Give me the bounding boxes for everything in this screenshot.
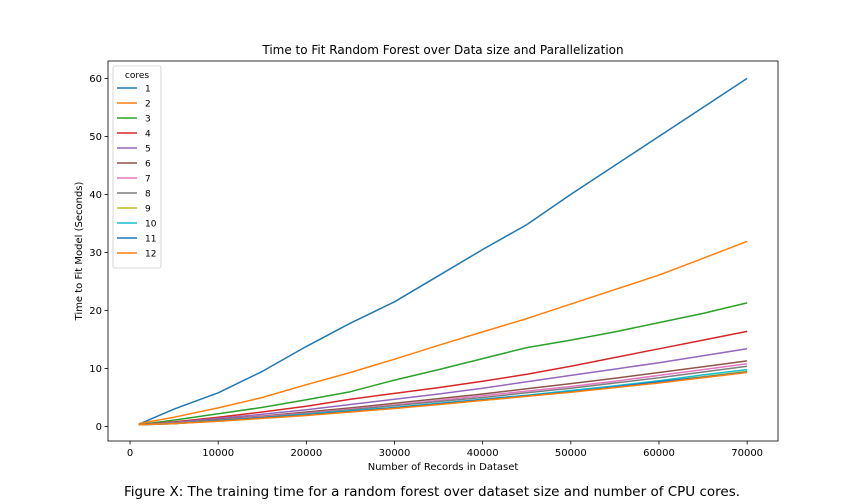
- x-tick-label: 30000: [379, 448, 411, 459]
- x-tick-label: 10000: [202, 448, 234, 459]
- series-layer: [138, 77, 748, 426]
- x-tick-label: 20000: [290, 448, 322, 459]
- y-tick-label: 50: [89, 132, 102, 143]
- x-tick-label: 50000: [555, 448, 587, 459]
- legend-label-cores-2: 2: [145, 100, 151, 110]
- legend-label-cores-1: 1: [145, 85, 151, 95]
- legend-label-cores-6: 6: [145, 160, 151, 170]
- x-tick-label: 60000: [643, 448, 675, 459]
- series-line-cores-2: [138, 240, 748, 425]
- legend-title: cores: [125, 71, 149, 81]
- y-tick-label: 60: [89, 74, 102, 85]
- series-line-cores-5: [138, 348, 748, 426]
- line-chart: 0 10000 20000 30000 40000 50000 60000 70000 010…: [74, 43, 779, 473]
- series-line-cores-12: [138, 371, 748, 426]
- x-tick-label: 40000: [467, 448, 499, 459]
- x-tick-label: 70000: [731, 448, 763, 459]
- y-tick-label: 20: [89, 306, 102, 317]
- legend-label-cores-12: 12: [145, 250, 156, 260]
- series-line-cores-3: [138, 302, 748, 426]
- y-axis-label: Time to Fit Model (Seconds): [74, 182, 85, 322]
- legend-box: [112, 65, 162, 269]
- legend-label-cores-9: 9: [145, 205, 151, 215]
- y-tick-label: 30: [89, 248, 102, 259]
- legend-label-cores-4: 4: [145, 130, 151, 140]
- series-line-cores-4: [138, 330, 748, 426]
- plot-frame: [107, 60, 779, 442]
- legend-label-cores-11: 11: [145, 235, 156, 245]
- x-tick-label: 0: [127, 448, 133, 459]
- legend-label-cores-3: 3: [145, 115, 151, 125]
- legend-label-cores-10: 10: [145, 220, 157, 230]
- x-axis-label: Number of Records in Dataset: [368, 462, 519, 473]
- series-line-cores-1: [138, 77, 748, 425]
- chart-title: Time to Fit Random Forest over Data size…: [261, 43, 623, 57]
- y-tick-label: 40: [89, 190, 102, 201]
- legend-label-cores-5: 5: [145, 145, 151, 155]
- y-tick-label: 0: [96, 422, 102, 433]
- y-axis: 0 10 20 30 40 50 60: [89, 74, 108, 433]
- legend-label-cores-7: 7: [145, 175, 151, 185]
- y-tick-label: 10: [89, 364, 102, 375]
- x-axis: 0 10000 20000 30000 40000 50000 60000 70000: [127, 441, 763, 459]
- figure-caption: Figure X: The training time for a random…: [123, 484, 741, 500]
- legend-label-cores-8: 8: [145, 190, 151, 200]
